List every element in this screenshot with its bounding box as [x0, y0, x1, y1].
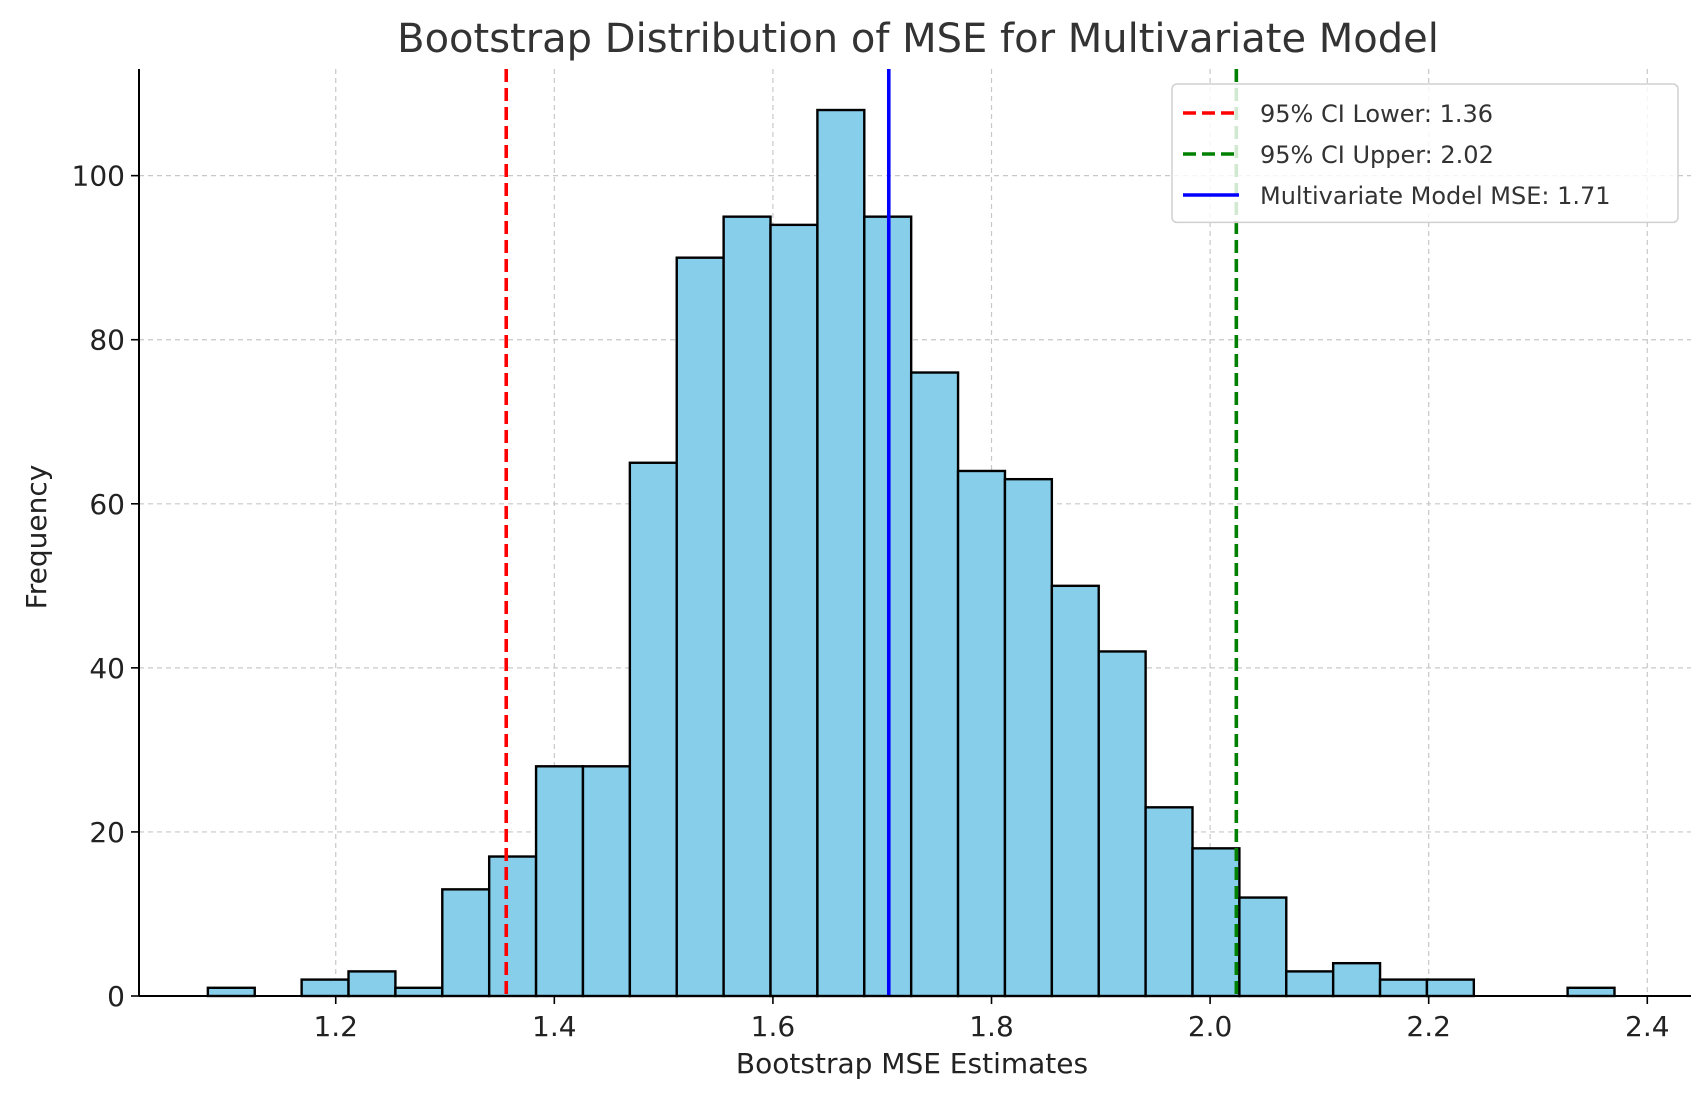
x-tick-label: 1.4	[532, 1010, 577, 1043]
y-tick-label: 20	[89, 816, 125, 849]
x-tick-label: 1.6	[751, 1010, 796, 1043]
histogram-bar	[909, 371, 960, 998]
legend-entry-0: 95% CI Lower: 1.36	[1260, 100, 1493, 128]
histogram-bar	[206, 986, 256, 998]
histogram-bar	[300, 978, 350, 998]
histogram-bar	[1238, 896, 1288, 998]
x-axis-label: Bootstrap MSE Estimates	[736, 1047, 1088, 1080]
x-tick-label: 1.2	[313, 1010, 358, 1043]
histogram-bar	[956, 469, 1007, 998]
histogram-bar	[581, 765, 632, 998]
y-tick-label: 60	[89, 488, 125, 521]
x-tick-label: 2.2	[1406, 1010, 1451, 1043]
legend-entry-2: Multivariate Model MSE: 1.71	[1260, 182, 1611, 210]
histogram-bar	[628, 461, 678, 998]
x-axis-ticks: 1.2 1.4 1.6 1.8 2.0 2.2 2.4	[313, 996, 1670, 1043]
histogram-bar	[1050, 584, 1100, 998]
legend-entry-1: 95% CI Upper: 2.02	[1260, 141, 1494, 169]
x-tick-label: 1.8	[969, 1010, 1014, 1043]
histogram-bar	[347, 970, 397, 998]
y-tick-label: 40	[89, 652, 125, 685]
histogram-bar	[1003, 477, 1054, 998]
legend-box	[1171, 83, 1679, 224]
histogram-bar	[816, 108, 866, 998]
x-tick-label: 2.0	[1188, 1010, 1233, 1043]
histogram-bar	[675, 256, 725, 998]
histogram-bar	[1566, 986, 1616, 998]
histogram-bar	[1144, 806, 1194, 998]
y-tick-label: 80	[89, 324, 125, 357]
histogram-bar	[1191, 847, 1241, 998]
histogram-bar	[1097, 650, 1147, 998]
histogram-bar	[441, 888, 491, 998]
histogram-bar	[722, 215, 772, 998]
chart-title: Bootstrap Distribution of MSE for Multiv…	[397, 16, 1439, 62]
histogram-bar	[769, 223, 819, 998]
histogram-bar	[1378, 978, 1429, 998]
legend: 95% CI Lower: 1.36 95% CI Upper: 2.02 Mult…	[1171, 83, 1679, 224]
x-tick-label: 2.4	[1625, 1010, 1670, 1043]
y-axis-ticks: 0 20 40 60 80 100	[72, 160, 139, 1013]
histogram-bar	[1425, 978, 1476, 998]
histogram-bars	[206, 108, 1616, 998]
histogram-bar	[534, 765, 585, 998]
histogram-bar	[487, 855, 538, 998]
y-tick-label: 100	[72, 160, 125, 193]
reference-lines	[504, 69, 1239, 996]
axes	[138, 69, 1691, 997]
histogram-bar	[394, 986, 444, 998]
y-tick-label: 0	[107, 980, 125, 1013]
histogram-bar	[1331, 961, 1382, 998]
histogram-bar	[1285, 970, 1335, 998]
y-axis-label: Frequency	[20, 465, 53, 610]
